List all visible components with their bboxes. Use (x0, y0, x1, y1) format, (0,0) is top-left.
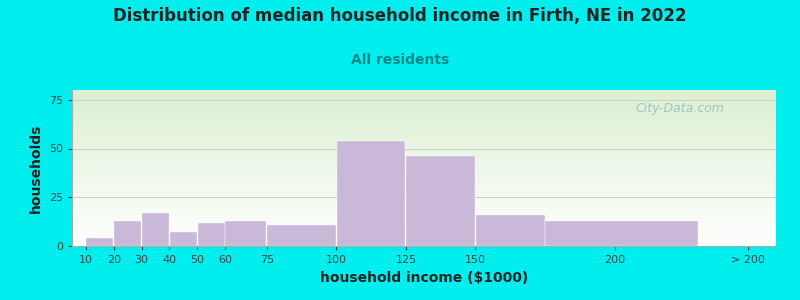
Bar (337, 141, 406, 246)
Bar (170, 232, 197, 246)
Y-axis label: households: households (30, 123, 43, 213)
Bar (476, 215, 545, 246)
Bar (114, 221, 141, 246)
X-axis label: household income ($1000): household income ($1000) (320, 271, 528, 285)
Bar (142, 213, 169, 246)
Bar (226, 221, 266, 246)
Bar (86, 238, 114, 246)
Text: Distribution of median household income in Firth, NE in 2022: Distribution of median household income … (114, 8, 686, 26)
Bar (267, 224, 336, 246)
Bar (198, 223, 225, 246)
Bar (406, 156, 475, 246)
Text: City-Data.com: City-Data.com (635, 103, 724, 116)
Text: All residents: All residents (351, 52, 449, 67)
Bar (546, 221, 698, 246)
